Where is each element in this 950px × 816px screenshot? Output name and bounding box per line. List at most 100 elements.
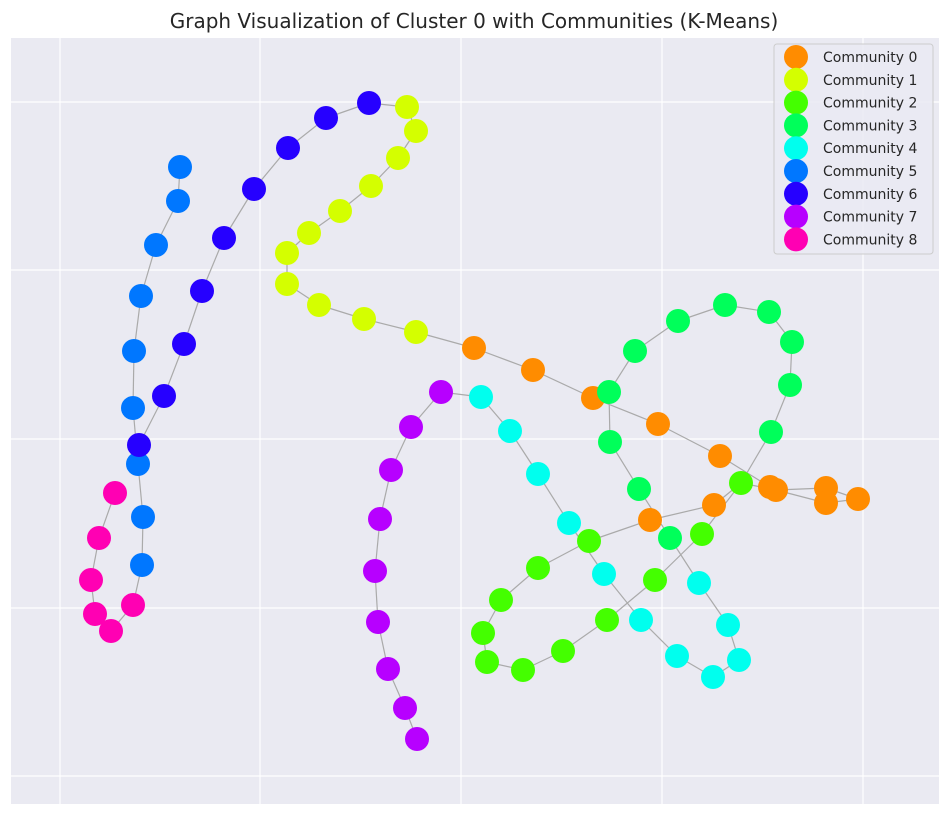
- node-community-0: [846, 487, 870, 511]
- node-community-1: [307, 293, 331, 317]
- legend-label-community-6: Community 6: [823, 187, 917, 203]
- node-community-3: [780, 330, 804, 354]
- node-community-4: [469, 385, 493, 409]
- node-community-5: [131, 505, 155, 529]
- community-7-nodes: [363, 380, 453, 751]
- node-community-4: [629, 608, 653, 632]
- node-community-4: [687, 571, 711, 595]
- node-community-8: [79, 568, 103, 592]
- node-community-1: [297, 221, 321, 245]
- legend-label-community-3: Community 3: [823, 118, 917, 134]
- node-community-0: [708, 444, 732, 468]
- node-community-5: [144, 233, 168, 257]
- node-community-4: [526, 462, 550, 486]
- node-community-2: [526, 556, 550, 580]
- node-community-5: [129, 284, 153, 308]
- node-community-2: [690, 522, 714, 546]
- node-community-7: [363, 559, 387, 583]
- node-community-4: [716, 613, 740, 637]
- legend-marker-community-1: [784, 67, 808, 92]
- node-community-6: [127, 433, 151, 457]
- node-community-5: [130, 553, 154, 577]
- node-community-7: [368, 507, 392, 531]
- legend-marker-community-3: [784, 113, 808, 138]
- node-community-4: [701, 665, 725, 689]
- node-community-8: [83, 602, 107, 626]
- node-community-1: [404, 320, 428, 344]
- node-community-7: [376, 657, 400, 681]
- legend: Community 0 Community 1 Community 2 Communi…: [773, 43, 934, 255]
- node-community-6: [152, 384, 176, 408]
- node-community-5: [166, 189, 190, 213]
- node-community-6: [276, 136, 300, 160]
- node-community-5: [126, 452, 150, 476]
- community-2-nodes: [471, 471, 753, 682]
- graph-nodes: [79, 91, 870, 751]
- node-community-3: [666, 309, 690, 333]
- legend-marker-community-5: [784, 159, 808, 183]
- node-community-3: [658, 526, 682, 550]
- node-community-3: [623, 339, 647, 363]
- node-community-4: [592, 562, 616, 586]
- legend-label-community-4: Community 4: [823, 141, 917, 157]
- node-community-7: [366, 610, 390, 634]
- node-community-6: [242, 177, 266, 201]
- node-community-3: [597, 380, 621, 404]
- node-community-2: [471, 621, 495, 645]
- node-community-1: [386, 146, 410, 170]
- node-community-7: [399, 415, 423, 439]
- node-community-1: [275, 241, 299, 265]
- legend-label-community-0: Community 0: [823, 50, 917, 66]
- legend-label-community-8: Community 8: [823, 232, 917, 248]
- node-community-6: [190, 279, 214, 303]
- node-community-0: [764, 478, 788, 502]
- node-community-1: [328, 199, 352, 223]
- node-community-5: [122, 339, 146, 363]
- legend-label-community-1: Community 1: [823, 73, 917, 89]
- legend-marker-community-8: [784, 227, 808, 252]
- legend-label-community-2: Community 2: [823, 96, 917, 112]
- node-community-7: [405, 727, 429, 751]
- node-community-1: [352, 307, 376, 331]
- legend-marker-community-4: [784, 136, 808, 161]
- node-community-5: [121, 396, 145, 420]
- node-community-2: [511, 658, 535, 682]
- node-community-7: [429, 380, 453, 404]
- node-community-6: [172, 332, 196, 356]
- node-community-0: [702, 493, 726, 517]
- node-community-1: [404, 119, 428, 143]
- node-community-3: [757, 300, 781, 324]
- legend-marker-community-7: [784, 204, 808, 229]
- node-community-8: [99, 619, 123, 643]
- node-community-2: [489, 588, 513, 612]
- community-4-nodes: [469, 385, 751, 689]
- legend-label-community-7: Community 7: [823, 210, 917, 226]
- legend-box: [773, 43, 934, 255]
- node-community-3: [759, 420, 783, 444]
- node-community-3: [598, 430, 622, 454]
- node-community-0: [814, 491, 838, 515]
- node-community-8: [87, 526, 111, 550]
- node-community-2: [729, 471, 753, 495]
- legend-label-community-5: Community 5: [823, 164, 917, 180]
- node-community-3: [627, 477, 651, 501]
- community-6-nodes: [127, 91, 381, 457]
- node-community-8: [103, 481, 127, 505]
- legend-marker-community-0: [784, 45, 808, 69]
- node-community-1: [275, 272, 299, 296]
- node-community-5: [168, 155, 192, 179]
- node-community-0: [521, 358, 545, 382]
- node-community-0: [646, 412, 670, 436]
- node-community-2: [551, 639, 575, 663]
- community-1-nodes: [275, 95, 428, 344]
- node-community-4: [498, 419, 522, 443]
- node-community-2: [475, 650, 499, 674]
- legend-marker-community-6: [784, 181, 808, 206]
- node-community-0: [638, 508, 662, 532]
- node-community-0: [462, 336, 486, 360]
- node-community-1: [395, 95, 419, 119]
- chart-title: Graph Visualization of Cluster 0 with Co…: [170, 9, 779, 33]
- node-community-4: [557, 511, 581, 535]
- node-community-2: [643, 568, 667, 592]
